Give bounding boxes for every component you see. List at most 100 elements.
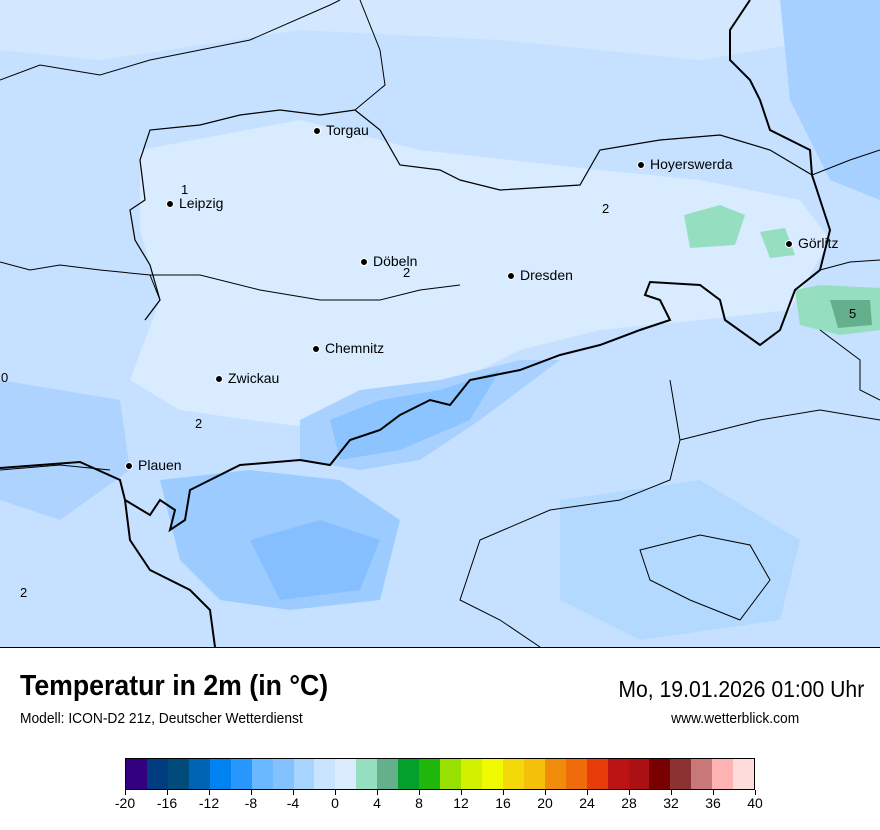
legend-swatch	[733, 759, 755, 789]
value-label: 1	[181, 182, 189, 197]
city-dot-icon	[360, 258, 368, 267]
district-borders	[0, 0, 880, 647]
legend-tick-label: 16	[495, 795, 511, 811]
legend-swatch	[691, 759, 713, 789]
legend-tick-label: 12	[453, 795, 469, 811]
legend-swatch	[461, 759, 482, 789]
legend-tick-label: 24	[579, 795, 595, 811]
mild-area	[760, 228, 795, 258]
legend-swatch	[335, 759, 357, 789]
city-leipzig: Leipzig	[166, 195, 223, 211]
legend-tick-label: -8	[244, 795, 258, 811]
region-border	[129, 109, 813, 321]
legend-tick	[167, 790, 168, 795]
legend-tick-label: 0	[331, 795, 339, 811]
legend-swatch	[544, 759, 566, 789]
city-plauen: Plauen	[125, 457, 182, 473]
city-dot-icon	[215, 375, 223, 384]
value-label: 2	[403, 265, 411, 280]
legend-tick-label: 20	[537, 795, 553, 811]
legend-swatch	[272, 759, 294, 789]
legend-swatch	[523, 759, 545, 789]
legend-tick	[503, 790, 504, 795]
forecast-datetime: Mo, 19.01.2026 01:00 Uhr	[618, 676, 864, 702]
value-label: 0	[1, 370, 9, 385]
legend-tick	[335, 790, 336, 795]
city-dot-icon	[166, 200, 174, 209]
warm-area	[0, 0, 880, 60]
legend-swatch	[481, 759, 503, 789]
legend-swatch	[356, 759, 378, 789]
city-dot-icon	[312, 345, 320, 354]
city-dresden: Dresden	[507, 267, 573, 283]
value-label: 2	[195, 416, 203, 431]
legend-tick-label: -20	[114, 795, 136, 811]
city-doebeln: Döbeln	[360, 253, 417, 269]
mild-area	[684, 205, 745, 248]
legend-tick	[251, 790, 252, 795]
city-dot-icon	[125, 462, 133, 471]
legend-tick-label: -16	[156, 795, 178, 811]
legend-tick	[587, 790, 588, 795]
legend-swatch	[628, 759, 650, 789]
legend-tick-label: 8	[415, 795, 423, 811]
temperature-map[interactable]: Torgau Leipzig Hoyerswerda Döbeln Dresde…	[0, 0, 880, 648]
cool-area	[330, 370, 500, 460]
legend-swatch	[146, 759, 168, 789]
city-dot-icon	[507, 272, 515, 281]
map-fill	[0, 0, 880, 647]
legend-swatch	[419, 759, 441, 789]
city-dot-icon	[313, 127, 321, 136]
city-chemnitz: Chemnitz	[312, 340, 384, 356]
city-dot-icon	[637, 161, 645, 170]
value-label: 5	[849, 306, 857, 321]
cool-area	[780, 0, 880, 200]
value-label: 2	[20, 585, 28, 600]
map-title: Temperatur in 2m (in °C)	[20, 670, 329, 702]
legend-tick-label: 40	[747, 795, 763, 811]
cool-area	[250, 520, 380, 600]
legend-swatch	[649, 759, 671, 789]
legend-tick	[713, 790, 714, 795]
legend-tick-label: 4	[373, 795, 381, 811]
legend-tick	[545, 790, 546, 795]
legend-tick	[671, 790, 672, 795]
legend-tick	[755, 790, 756, 795]
legend-swatch	[607, 759, 629, 789]
legend-swatch	[230, 759, 252, 789]
legend-tick-label: 32	[663, 795, 679, 811]
legend-swatch	[712, 759, 734, 789]
legend-tick-label: 28	[621, 795, 637, 811]
city-goerlitz: Görlitz	[785, 235, 838, 251]
legend-swatch	[167, 759, 189, 789]
legend-tick	[125, 790, 126, 795]
value-label: 2	[602, 201, 610, 216]
website-link[interactable]: www.wetterblick.com	[670, 710, 799, 727]
cool-area	[0, 380, 130, 520]
legend-swatch	[126, 759, 147, 789]
legend-swatch	[440, 759, 461, 789]
legend-swatch	[502, 759, 524, 789]
warm-area	[130, 120, 830, 430]
legend-tick	[209, 790, 210, 795]
legend-tick	[461, 790, 462, 795]
legend-tick	[377, 790, 378, 795]
cool-area	[560, 480, 800, 640]
legend-swatch	[565, 759, 587, 789]
legend-swatch	[377, 759, 399, 789]
city-dot-icon	[785, 240, 793, 249]
legend-tick-label: -12	[198, 795, 220, 811]
legend-swatch	[209, 759, 231, 789]
legend-tick	[629, 790, 630, 795]
color-legend	[125, 758, 755, 790]
legend-tick-label: 36	[705, 795, 721, 811]
legend-swatch	[293, 759, 315, 789]
legend-tick	[419, 790, 420, 795]
city-zwickau: Zwickau	[215, 370, 279, 386]
legend-swatch	[586, 759, 608, 789]
mild-area	[830, 300, 872, 328]
city-hoyerswerda: Hoyerswerda	[637, 156, 732, 172]
legend-swatch	[398, 759, 420, 789]
legend-tick	[293, 790, 294, 795]
legend-swatch	[188, 759, 210, 789]
